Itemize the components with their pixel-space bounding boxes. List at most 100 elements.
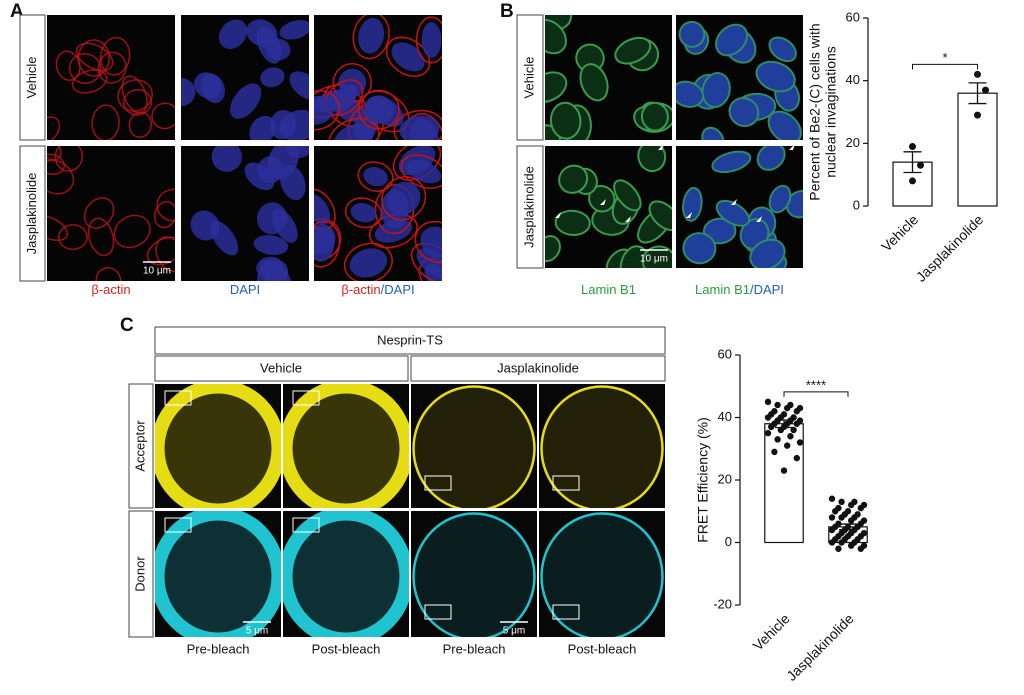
data-point [774,436,781,443]
nucleus [715,199,751,227]
x-tick-label: Jasplakinolide [913,211,987,285]
column-label: Lamin B1 [581,282,636,297]
y-tick-label: -20 [713,596,732,611]
nucleus [256,25,282,64]
nucleus [640,101,669,132]
row-label: Jasplakinolide [521,166,536,248]
cell [100,36,131,76]
nucleus [420,226,442,258]
nucleus-body [155,511,281,637]
nucleus [391,42,425,72]
cell [47,146,62,161]
data-point [982,86,989,94]
cell [87,217,115,257]
x-tick-label: Vehicle [878,211,921,254]
data-point [787,433,794,440]
column-label-part: /DAPI [381,282,415,297]
panel-label: B [500,1,514,22]
data-point [909,177,916,185]
column-label-part: /DAPI [750,282,784,297]
data-point [764,429,772,437]
nucleus [285,146,309,158]
cell [385,36,431,78]
data-point [917,161,924,169]
data-point [832,508,839,515]
data-point [780,467,788,474]
bar [957,92,998,207]
micrograph [545,146,672,268]
data-point [828,514,836,521]
micrograph [411,384,537,508]
cell [77,39,111,77]
data-point [771,448,778,456]
nucleus [701,72,731,109]
data-point [793,454,800,462]
nucleus [350,203,377,223]
micrograph [314,146,442,281]
bar [764,423,804,544]
micrograph [47,146,175,281]
data-point [974,70,981,78]
nucleus [728,97,760,128]
arrow [600,199,606,205]
cell [410,242,442,281]
nucleus [230,83,262,119]
nucleus [374,219,413,243]
row-label: Donor [132,556,147,592]
nucleus [785,190,803,219]
nucleus [702,217,737,245]
cells [545,15,672,140]
row-label: Vehicle [521,57,536,99]
nucleus [283,511,409,637]
micrograph [676,146,803,268]
micrograph [539,384,665,508]
error-bar [903,151,922,174]
arrow [555,212,561,218]
nucleus [545,235,561,263]
row-label-box [128,383,154,509]
micrograph [181,15,309,140]
cell [344,197,383,229]
cell [83,197,115,229]
cell [357,89,400,130]
cell [54,146,84,172]
nucleus [330,84,358,111]
group-box [154,355,409,382]
data-point [764,398,772,406]
cell [47,153,66,176]
significance-bracket [912,63,978,70]
column-label: Pre-bleach [443,641,506,656]
nucleus [363,166,388,187]
nucleus [314,194,331,225]
roi [292,517,320,533]
column-label: Post-bleach [568,641,637,656]
scale-bar-label: 5 μm [246,626,268,637]
nucleus [676,80,704,108]
cells [47,36,175,140]
scale-bar-label: 5 μm [503,626,525,637]
nucleus [399,115,440,140]
column-label-part: DAPI [230,282,260,297]
data-point [793,420,800,427]
micrograph [314,15,442,140]
cells [47,146,175,281]
nucleus [545,71,568,103]
cells [545,146,672,268]
data-point [848,501,855,509]
y-tick-label: 0 [725,534,732,549]
nucleus [406,159,442,184]
row-label-box [516,145,544,269]
nucleus [289,71,309,100]
nucleus [333,123,374,140]
nucleus [211,146,242,172]
nucleus [349,248,388,278]
nucleus-body [412,512,536,637]
y-tick-label: 0 [853,197,860,212]
cell [314,90,341,131]
data-point [784,442,791,449]
nucleus [540,512,664,637]
y-tick-label: 60 [846,9,860,24]
cell [117,79,153,112]
nucleus [279,109,309,140]
nucleus [155,511,281,637]
